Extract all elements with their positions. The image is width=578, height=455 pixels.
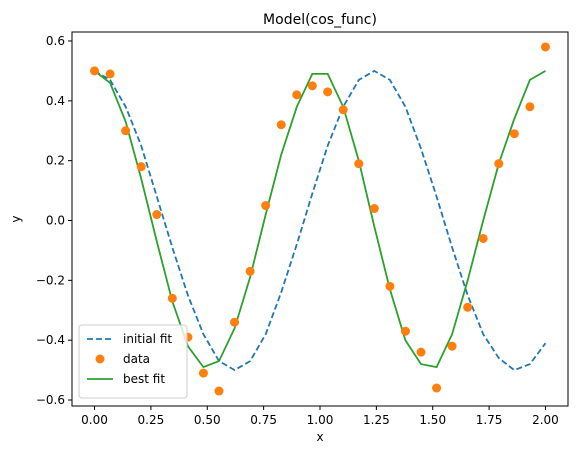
data-point xyxy=(369,204,379,214)
data-point xyxy=(230,317,240,327)
x-axis-ticks: 0.00 0.25 0.50 0.75 1.00 1.25 1.50 1.75 2.00 xyxy=(81,406,559,427)
data-point xyxy=(416,347,426,357)
data-point xyxy=(478,233,488,243)
data-point xyxy=(245,266,255,276)
legend-label: best fit xyxy=(123,372,165,386)
best-fit-line xyxy=(93,70,546,369)
x-tick-label: 1.50 xyxy=(419,413,446,427)
plot-frame xyxy=(71,31,569,407)
legend-data-swatch xyxy=(95,354,105,364)
legend: initial fit data best fit xyxy=(78,324,188,399)
data-point xyxy=(354,159,364,169)
data-point xyxy=(276,120,286,130)
data-point xyxy=(121,126,131,136)
x-tick-label: 0.50 xyxy=(194,413,221,427)
legend-label: initial fit xyxy=(123,332,172,346)
y-tick-label: 0.2 xyxy=(46,154,65,168)
y-tick-label: 0.0 xyxy=(46,213,65,227)
y-tick-label: −0.6 xyxy=(36,393,65,407)
data-point xyxy=(323,87,333,97)
data-point xyxy=(509,129,519,139)
data-point xyxy=(90,66,100,76)
x-tick-label: 2.00 xyxy=(532,413,559,427)
chart-title: Model(cos_func) xyxy=(263,12,377,28)
y-tick-label: 0.6 xyxy=(46,34,65,48)
data-point xyxy=(261,201,271,211)
y-axis-ticks: −0.6 −0.4 −0.2 0.0 0.2 0.4 0.6 xyxy=(36,34,72,407)
data-point xyxy=(385,281,395,291)
data-point xyxy=(525,102,535,112)
data-point xyxy=(105,69,115,79)
data-point xyxy=(152,210,162,220)
x-tick-label: 1.25 xyxy=(363,413,390,427)
data-point xyxy=(447,341,457,351)
data-point xyxy=(338,105,348,115)
legend-label: data xyxy=(123,352,150,366)
data-point xyxy=(307,81,317,91)
series-layer xyxy=(90,42,550,396)
data-point xyxy=(292,90,302,100)
data-point xyxy=(136,162,146,172)
y-axis-label: y xyxy=(9,215,23,222)
data-point xyxy=(494,159,504,169)
data-point xyxy=(167,293,177,303)
y-tick-label: 0.4 xyxy=(46,94,65,108)
y-tick-label: −0.4 xyxy=(36,333,65,347)
data-point xyxy=(463,302,473,312)
x-tick-label: 1.75 xyxy=(476,413,503,427)
y-tick-label: −0.2 xyxy=(36,273,65,287)
data-point xyxy=(400,326,410,336)
x-axis-label: x xyxy=(316,430,323,444)
x-tick-label: 0.25 xyxy=(138,413,165,427)
data-point xyxy=(198,368,208,378)
data-point xyxy=(540,42,550,52)
data-point xyxy=(214,386,224,396)
data-point xyxy=(432,383,442,393)
x-tick-label: 0.75 xyxy=(250,413,277,427)
x-tick-label: 0.00 xyxy=(81,413,108,427)
initial-fit-line xyxy=(94,69,547,372)
x-tick-label: 1.00 xyxy=(307,413,334,427)
